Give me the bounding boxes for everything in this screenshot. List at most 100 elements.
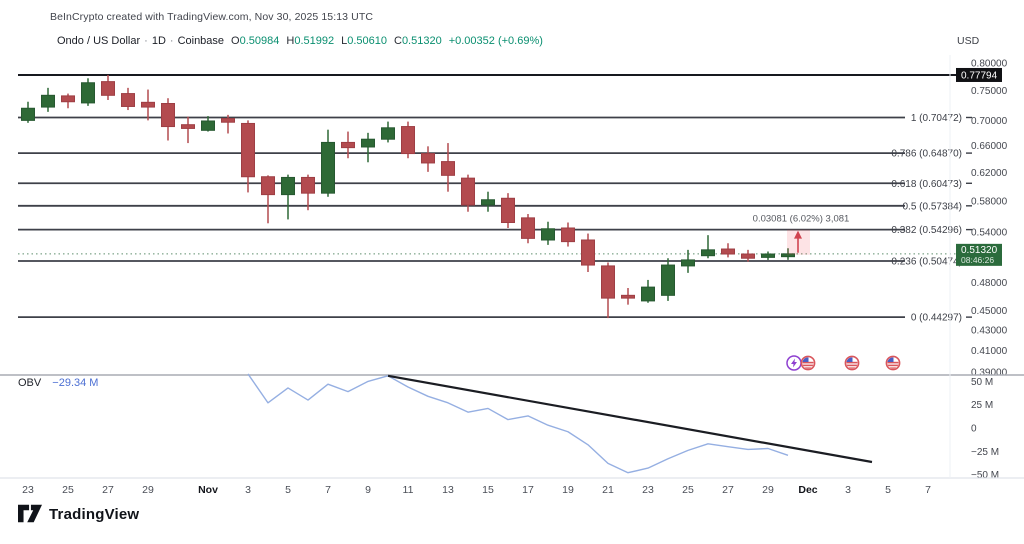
candle[interactable]: [501, 197, 515, 224]
candle[interactable]: [121, 93, 135, 107]
candle[interactable]: [441, 161, 455, 176]
candle[interactable]: [721, 248, 735, 255]
legend-separator: ·: [169, 35, 174, 47]
fib-level-label: 0 (0.44297): [911, 313, 962, 324]
symbol-legend[interactable]: Ondo / US Dollar · 1D · Coinbase O0.50984 H0.5…: [57, 35, 543, 47]
obv-line[interactable]: [247, 373, 789, 474]
obv-legend[interactable]: OBV −29.34 M: [18, 377, 98, 389]
measurement-arrow-head: [794, 230, 802, 239]
ohlc-key: O: [231, 35, 240, 47]
candle[interactable]: [61, 95, 75, 103]
flag-ring: [800, 355, 816, 371]
date-tick-label: 7: [925, 484, 931, 496]
obv-trendline[interactable]: [387, 374, 873, 464]
date-tick-label: Dec: [798, 484, 817, 496]
date-tick-label: 29: [142, 484, 154, 496]
flag-stripe: [887, 361, 899, 364]
date-tick-label: 17: [522, 484, 534, 496]
candle[interactable]: [341, 141, 355, 149]
candle[interactable]: [781, 253, 795, 258]
date-tick-label: 11: [403, 484, 414, 496]
candle[interactable]: [541, 228, 555, 241]
obv-value: −29.34 M: [52, 377, 99, 389]
ohlc-value: 0.50984: [239, 35, 280, 47]
symbol-title[interactable]: Ondo / US Dollar: [57, 35, 141, 47]
date-tick-label: 15: [482, 484, 494, 496]
fib-level-label: 1 (0.70472): [911, 113, 962, 124]
flag-stripe: [802, 367, 814, 369]
price-tick-label: 0.39000: [971, 367, 1008, 378]
attribution-text: BeInCrypto created with TradingView.com,…: [50, 11, 374, 23]
ohlc-key: C: [393, 35, 402, 47]
date-tick-label: 25: [62, 484, 74, 496]
candle[interactable]: [381, 127, 395, 140]
date-tick-label: 13: [442, 484, 454, 496]
price-axis-unit: USD: [957, 35, 980, 47]
date-tick-label: 5: [885, 484, 891, 496]
candle[interactable]: [201, 120, 215, 131]
candle[interactable]: [41, 94, 55, 108]
candle[interactable]: [241, 122, 255, 178]
tradingview-mark-icon: [18, 504, 42, 523]
candle[interactable]: [401, 126, 415, 155]
last-price-badge: [956, 243, 1002, 266]
upper-price-badge: [956, 67, 1002, 82]
obv-tick-label: −50 M: [971, 470, 999, 481]
candle[interactable]: [581, 239, 595, 266]
ohlc-key: L: [341, 35, 348, 47]
candle[interactable]: [741, 253, 755, 259]
obv-tick-label: 25 M: [971, 400, 993, 411]
candle[interactable]: [261, 176, 275, 196]
candle[interactable]: [321, 141, 335, 194]
fib-level-label: 0.236 (0.50474): [891, 256, 962, 267]
candle[interactable]: [21, 107, 35, 121]
candle[interactable]: [521, 217, 535, 239]
candle[interactable]: [221, 118, 235, 123]
ohlc-value: 0.51992: [294, 35, 335, 47]
candle[interactable]: [141, 101, 155, 108]
fib-level-label: 0.786 (0.64870): [891, 149, 962, 160]
candle[interactable]: [301, 176, 315, 194]
price-tick-label: 0.43000: [971, 325, 1008, 336]
candle[interactable]: [561, 227, 575, 243]
candle[interactable]: [421, 153, 435, 164]
candle[interactable]: [661, 264, 675, 296]
last-price-badge-text: 0.51320: [961, 245, 998, 256]
candle[interactable]: [161, 103, 175, 128]
candle[interactable]: [101, 81, 115, 96]
candle[interactable]: [601, 265, 615, 299]
candle[interactable]: [361, 138, 375, 148]
candle[interactable]: [641, 286, 655, 302]
ohlc-key: H: [286, 35, 295, 47]
flag-stripe: [846, 361, 858, 364]
ohlc-value: 0.51320: [401, 35, 442, 47]
flag-canton: [846, 357, 853, 362]
flag-stripe: [846, 367, 858, 369]
candle[interactable]: [681, 259, 695, 267]
obv-tick-label: 0: [971, 424, 977, 435]
tradingview-logo[interactable]: TradingView: [18, 504, 139, 524]
candle[interactable]: [181, 124, 195, 129]
candle[interactable]: [461, 177, 475, 206]
flag-canton: [887, 357, 894, 362]
tradingview-logo-text: TradingView: [49, 505, 140, 523]
interval-label[interactable]: 1D: [151, 35, 166, 47]
obv-tick-label: 50 M: [971, 377, 993, 388]
candle[interactable]: [81, 82, 95, 104]
price-tick-label: 0.66000: [971, 141, 1008, 152]
candle[interactable]: [761, 253, 775, 258]
flag-stripe: [846, 364, 858, 367]
candle[interactable]: [481, 199, 495, 206]
price-tick-label: 0.45000: [971, 306, 1008, 317]
flag-stripe: [887, 364, 899, 367]
fib-level-label: 0.5 (0.57384): [903, 201, 963, 212]
price-tick-label: 0.62000: [971, 168, 1008, 179]
flag-ring: [885, 355, 901, 371]
date-tick-label: 27: [722, 484, 734, 496]
candle[interactable]: [281, 176, 295, 196]
candle[interactable]: [621, 294, 635, 299]
date-tick-label: 3: [245, 484, 251, 496]
flag-stripe: [802, 364, 814, 367]
candle[interactable]: [701, 249, 715, 257]
